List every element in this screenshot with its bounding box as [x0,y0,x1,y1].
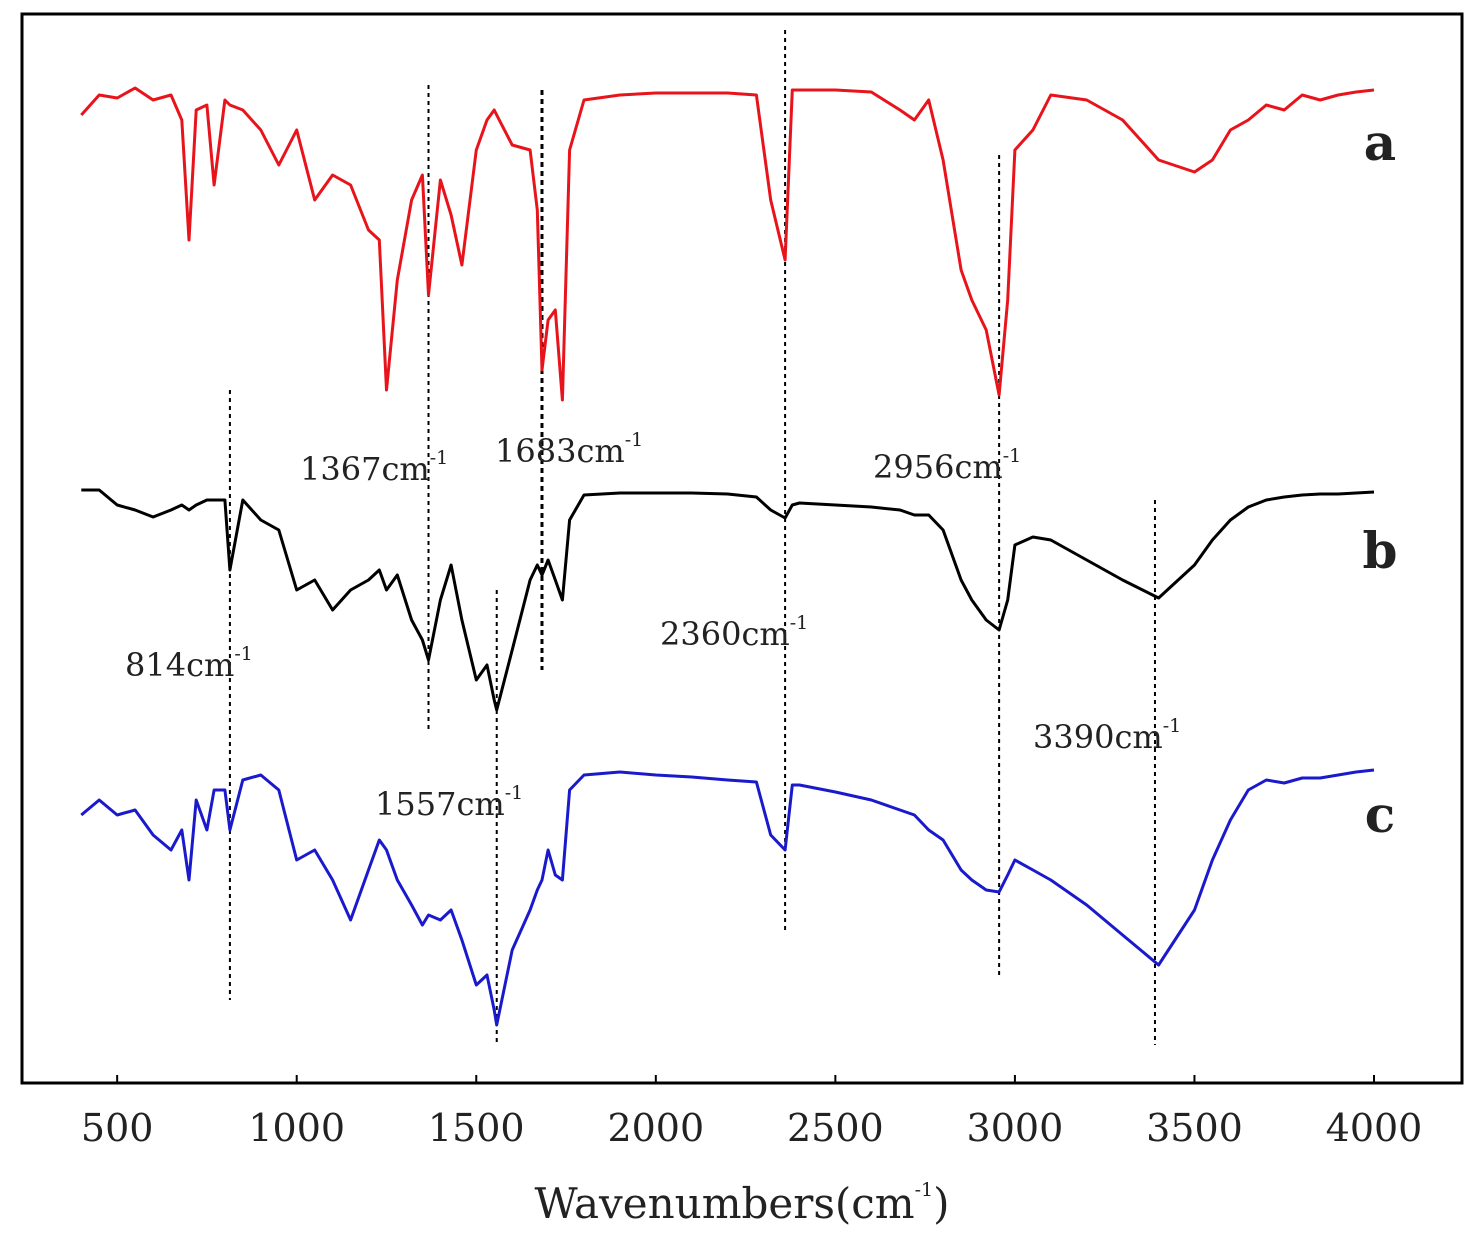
spectrum-line [81,488,1375,712]
x-tick-label: 500 [81,1106,154,1150]
peak-label: 1683cm-1 [495,429,643,470]
x-tick-label: 1000 [248,1106,345,1150]
x-axis-label-main: Wavenumbers(cm [534,1179,914,1228]
x-tick-label: 1500 [428,1106,525,1150]
curve-label: a [1364,113,1396,172]
peak-label-text: 3390cm [1033,718,1163,756]
peak-label-sup: -1 [234,643,253,665]
peak-label-sup: -1 [505,782,524,804]
x-tick-label: 4000 [1326,1106,1423,1150]
peak-label: 1557cm-1 [375,782,523,823]
peak-label-sup: -1 [625,429,644,451]
curve-label: c [1365,785,1395,844]
peak-label-text: 1367cm [300,450,430,488]
x-tick-label: 3000 [967,1106,1064,1150]
peak-label-sup: -1 [1163,715,1182,737]
peak-label-sup: -1 [790,612,809,634]
x-axis-label: Wavenumbers(cm-1) [534,1179,949,1228]
spectrum-line [80,86,1375,402]
peak-label-text: 1683cm [495,432,625,470]
spectrum-line [80,768,1375,1027]
peak-label-text: 2360cm [660,615,790,653]
plot-frame [20,12,1464,1085]
x-tick-label: 2000 [607,1106,704,1150]
peak-label: 1367cm-1 [300,447,448,488]
x-axis-label-sup: -1 [915,1179,934,1201]
peak-label: 2360cm-1 [660,612,808,653]
peak-label-text: 814cm [125,646,234,684]
x-tick-label: 2500 [787,1106,884,1150]
peak-label-sup: -1 [430,447,449,469]
peak-label: 814cm-1 [125,643,253,684]
x-tick-label: 3500 [1146,1106,1243,1150]
peak-label-text: 1557cm [375,785,505,823]
peak-label-sup: -1 [1003,445,1022,467]
peak-label-text: 2956cm [873,448,1003,486]
x-axis-label-end: ) [933,1179,949,1228]
peak-label: 3390cm-1 [1033,715,1181,756]
curve-label: b [1363,521,1398,580]
peak-label: 2956cm-1 [873,445,1021,486]
